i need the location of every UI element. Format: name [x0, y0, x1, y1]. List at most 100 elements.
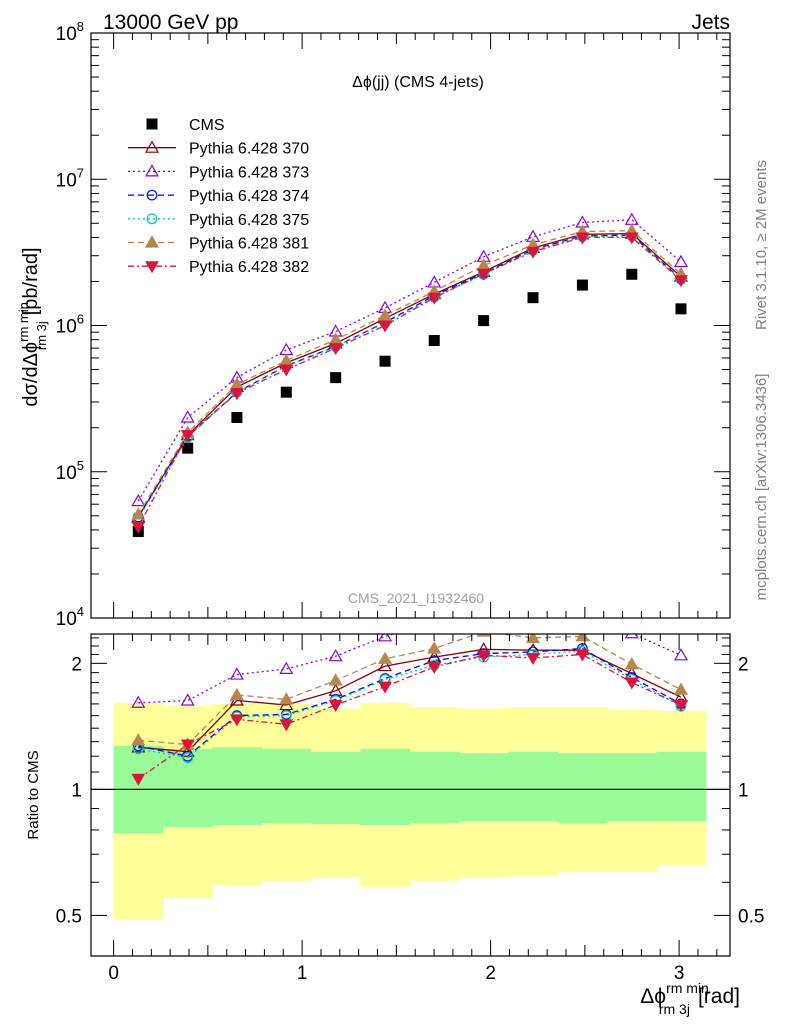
x-tick-label: 0: [108, 963, 119, 984]
uncertainty-band-inner-5: [360, 748, 411, 826]
ratio-373-point-4: [328, 648, 343, 662]
series-line-375: [137, 235, 682, 519]
legend-marker-373: [144, 164, 160, 177]
series-373-point-10: [624, 212, 639, 225]
ratio-line-373: [138, 634, 682, 704]
uncertainty-band-inner-1: [163, 748, 213, 828]
mcplots-label: mcplots.cern.ch [arXiv:1306.3436]: [753, 374, 770, 601]
cms-data-point-5: [379, 355, 391, 367]
series-373-point-0: [131, 493, 146, 507]
main-panel: 104 105 106 107 108 Δϕ(jj) (CMS 4-jets) CMS_…: [16, 19, 731, 630]
ratio-y-tick-label: 2: [71, 654, 82, 675]
ratio-381-point-10: [624, 657, 639, 670]
main-y-tick-label: 107: [56, 165, 84, 191]
ratio-373-point-10: [624, 634, 639, 639]
x-tick-label: 3: [674, 963, 685, 984]
ratio-373-point-5: [378, 634, 393, 642]
ratio-y-axis: 0.5 0.5 1 1 2 2: [56, 637, 764, 957]
ratio-381-point-2: [229, 687, 244, 701]
legend-item-382: Pythia 6.428 382: [128, 259, 309, 276]
cms-data-point-10: [626, 268, 638, 280]
cms-data-point-6: [428, 334, 440, 346]
uncertainty-band-inner-7: [459, 753, 509, 822]
main-y-tick-label: 106: [56, 312, 84, 338]
cms-data-point-11: [675, 303, 687, 315]
ratio-382-point-6: [427, 662, 442, 675]
legend-marker-381: [144, 235, 160, 248]
cms-data-point-8: [527, 292, 539, 304]
legend: CMS Pythia 6.428 370 Pythia 6.428 373 Pythi…: [128, 117, 309, 276]
ratio-381-point-11: [673, 682, 689, 695]
uncertainty-band-inner-9: [557, 753, 608, 824]
ratio-panel: 0.5 0.5 1 1 2 2 0 1 2 3 Ratio to CMS Δϕrm min rm …: [25, 604, 764, 1017]
legend-item-370: Pythia 6.428 370: [128, 140, 309, 158]
ratio-381-point-5: [378, 651, 393, 664]
ratio-381-point-6: [427, 641, 442, 654]
ratio-381-point-4: [328, 673, 343, 686]
energy-label: 13000 GeV pp: [103, 11, 238, 34]
uncertainty-band-inner-4: [310, 751, 361, 825]
ratio-381-point-8: [525, 634, 541, 644]
chart-title: Δϕ(jj) (CMS 4-jets): [352, 74, 484, 91]
legend-label-382: Pythia 6.428 382: [189, 259, 309, 276]
series-382-point-9: [575, 232, 590, 245]
legend-item-381: Pythia 6.428 381: [128, 235, 309, 253]
series-line-382: [137, 236, 682, 528]
series-373-point-11: [673, 254, 689, 268]
series-382-point-3: [279, 364, 294, 377]
legend-label-CMS: CMS: [189, 117, 225, 134]
ratio-382-point-3: [279, 719, 294, 732]
ratio-370-point-4: [328, 683, 343, 696]
ratio-x-axis: 0 1 2 3: [108, 634, 718, 984]
legend-marker-375: [146, 213, 158, 225]
cms-data-point-7: [478, 315, 490, 327]
cms-data-point-9: [576, 279, 588, 291]
process-label: Jets: [691, 11, 730, 34]
ratio-382-point-5: [378, 681, 392, 694]
cms-data-point-1: [182, 442, 194, 454]
main-y-tick-label: 104: [56, 604, 84, 630]
series-382-point-6: [427, 292, 442, 305]
ratio-y-tick-label-right: 2: [738, 654, 749, 675]
ratio-375-point-1: [182, 752, 194, 764]
ratio-y-tick-label-right: 1: [738, 780, 749, 801]
legend-marker-370: [144, 140, 160, 153]
series-382-point-2: [230, 388, 244, 401]
ratio-373-point-9: [576, 604, 588, 615]
legend-label-373: Pythia 6.428 373: [189, 164, 309, 181]
legend-label-381: Pythia 6.428 381: [189, 236, 309, 253]
ratio-382-point-8: [526, 652, 540, 665]
ratio-373-point-3: [279, 661, 294, 674]
uncertainty-band-inner-10: [607, 753, 657, 822]
ratio-381-point-3: [279, 692, 294, 705]
x-axis-label: Δϕrm min rm 3j[rad]: [640, 980, 740, 1017]
ratio-frame: [90, 633, 731, 957]
analysis-id: CMS_2021_I1932460: [348, 590, 484, 606]
legend-item-375: Pythia 6.428 375: [128, 212, 309, 229]
series-373-point-1: [180, 410, 195, 423]
legend-label-374: Pythia 6.428 374: [189, 188, 309, 205]
uncertainty-band-inner-6: [409, 751, 460, 824]
ratio-382-point-9: [575, 649, 590, 662]
legend-item-373: Pythia 6.428 373: [128, 164, 309, 181]
uncertainty-band-inner-3: [261, 748, 312, 824]
ratio-382-point-2: [230, 714, 244, 727]
rivet-label: Rivet 3.1.10, ≥ 2M events: [753, 160, 770, 330]
series-381-point-0: [131, 507, 146, 520]
ratio-373-point-2: [229, 667, 244, 680]
ratio-data-layer: [91, 604, 730, 920]
ratio-y-tick-label: 1: [71, 780, 82, 801]
ratio-373-point-0: [131, 695, 146, 708]
cms-data-point-4: [330, 372, 342, 384]
main-y-axis: 104 105 106 107 108: [56, 19, 730, 630]
ratio-line-370: [138, 648, 682, 753]
legend-label-375: Pythia 6.428 375: [189, 212, 309, 229]
ratio-382-point-10: [624, 677, 639, 690]
series-382-point-0: [131, 521, 146, 534]
ratio-line-382: [137, 653, 682, 780]
ratio-line-381: [138, 634, 682, 746]
ratio-y-tick-label: 0.5: [56, 906, 82, 927]
ratio-381-point-9: [575, 634, 590, 642]
ratio-382-point-4: [328, 700, 343, 713]
